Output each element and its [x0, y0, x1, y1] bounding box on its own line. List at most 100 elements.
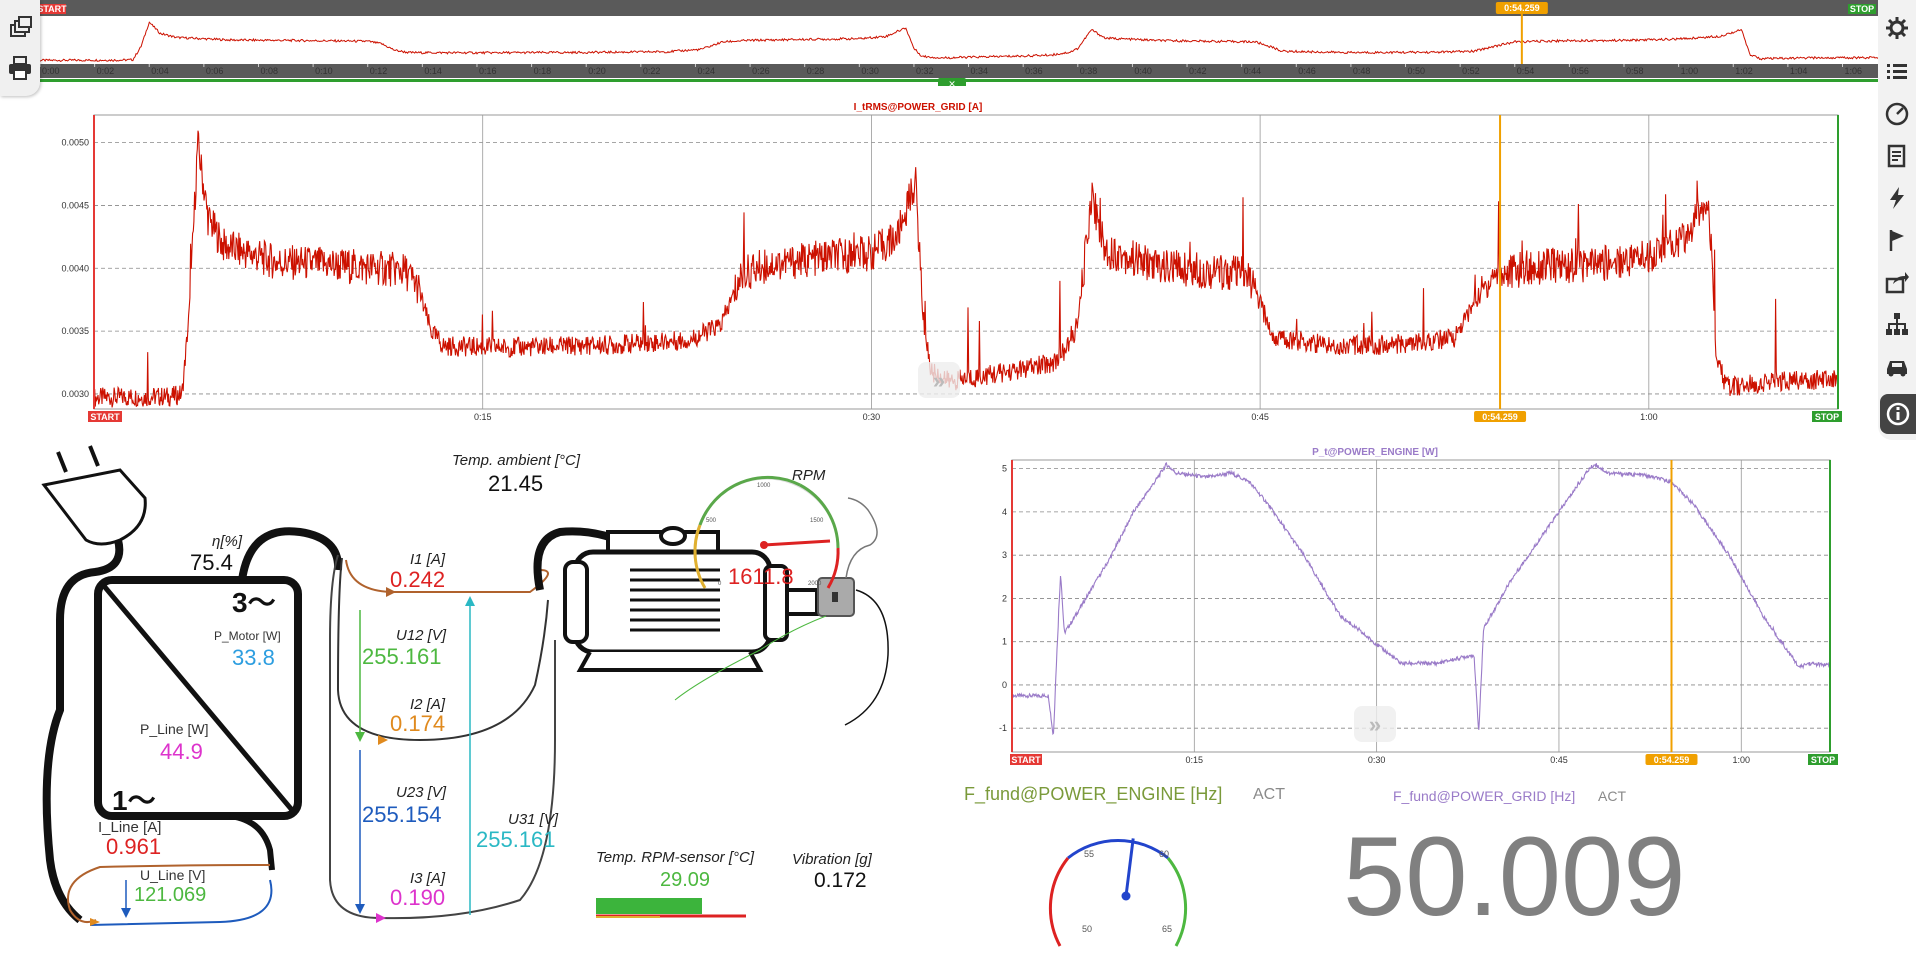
left-tool-tab — [0, 0, 40, 96]
overview-stop-marker[interactable] — [1848, 4, 1876, 14]
overview-tick-label: 0:32 — [916, 66, 934, 76]
rpm-dial-tick: 1500 — [810, 518, 824, 524]
overview-tick-label: 1:00 — [1681, 66, 1699, 76]
arrow-icon — [378, 735, 388, 745]
lightning-icon[interactable] — [1883, 184, 1911, 212]
export-icon[interactable] — [1883, 268, 1911, 296]
double-chevron-right-icon: » — [1369, 712, 1381, 737]
mains-cable — [42, 539, 124, 924]
overview-cursor-label: 0:54.259 — [1504, 3, 1540, 13]
windows-icon[interactable] — [6, 14, 34, 42]
flag-icon[interactable] — [1883, 226, 1911, 254]
grid-chart-cursor-marker[interactable] — [1474, 411, 1527, 422]
overview-ticks: 0:00 0:02 0:04 0:06 0:08 0:10 0:12 0:14 0:16 0:18… — [39, 64, 1862, 76]
arrow-icon — [90, 918, 100, 926]
overview-axis-bar — [40, 64, 1878, 78]
engine-gauge-tick: 65 — [1162, 924, 1172, 934]
gauge-icon[interactable] — [1883, 100, 1911, 128]
u31-value: 255.161 — [476, 827, 556, 852]
y-tick-label: 0.0030 — [61, 389, 89, 399]
report-icon[interactable] — [1883, 142, 1911, 170]
line-neutral-wire — [89, 879, 273, 926]
overview-tick-label: 0:04 — [151, 66, 169, 76]
y-tick-label: 5 — [1002, 464, 1007, 474]
gear-icon[interactable] — [1883, 14, 1911, 42]
grid-frequency-label: F_fund@POWER_GRID [Hz] — [1393, 788, 1576, 804]
grid-chart-start-label: START — [90, 412, 120, 422]
overview-tick-label: 0:30 — [861, 66, 879, 76]
temp-ambient-value: 21.45 — [488, 471, 543, 496]
overview-tick-label: 0:50 — [1408, 66, 1426, 76]
engine-chart-stop-marker[interactable] — [1808, 754, 1838, 765]
p-motor-label: P_Motor [W] — [214, 629, 281, 643]
list-icon[interactable] — [1883, 58, 1911, 86]
car-icon[interactable] — [1883, 352, 1911, 380]
rpm-value: 1611.8 — [728, 564, 794, 589]
overview-tick-label: 0:00 — [42, 66, 60, 76]
y-tick-label: 0.0035 — [61, 326, 89, 336]
engine-frequency-mode: ACT — [1253, 786, 1285, 803]
phase-wire-3-return — [379, 640, 556, 920]
overview-tick-label: 0:14 — [424, 66, 442, 76]
engine-chart-title: P_t@POWER_ENGINE [W] — [1312, 447, 1438, 458]
converter-3-phase-label: 3～ — [232, 587, 276, 618]
p-line-value: 44.9 — [160, 739, 203, 764]
overview-tick-label: 1:06 — [1844, 66, 1862, 76]
arrow-icon — [376, 913, 386, 923]
engine-chart-gridlines — [1012, 460, 1830, 752]
engine-chart-start-marker[interactable] — [1010, 754, 1042, 765]
line-phase-wire — [67, 864, 271, 923]
overview-tick-label: 1:02 — [1735, 66, 1753, 76]
overview-tick-label: 0:18 — [534, 66, 552, 76]
overview-tick-label: 0:22 — [643, 66, 661, 76]
temp-ambient-label: Temp. ambient [°C] — [452, 452, 581, 469]
grid-chart-start-marker[interactable] — [88, 411, 122, 422]
engine-chart-cursor-marker[interactable] — [1645, 754, 1698, 765]
rpm-gauge: 0 500 1000 1500 2000 — [693, 475, 840, 589]
hierarchy-icon[interactable] — [1883, 310, 1911, 338]
overview-cursor-marker[interactable] — [1495, 2, 1548, 14]
temp-sensor-label: Temp. RPM-sensor [°C] — [596, 849, 755, 866]
engine-chart-cursor-label: 0:54.259 — [1654, 755, 1690, 765]
eta-value: 75.4 — [190, 550, 233, 575]
grid-chart-x-ticks: 0:15 0:30 0:45 1:00 — [474, 412, 1658, 422]
grid-frequency-mode: ACT — [1598, 788, 1626, 804]
grid-current-chart[interactable]: I_tRMS@POWER_GRID [A] 0.0030 0.0035 0.0040… — [0, 96, 1870, 426]
double-chevron-right-icon: » — [933, 368, 945, 393]
rpm-dial-tick: 2000 — [808, 581, 822, 587]
info-icon[interactable] — [1880, 394, 1916, 434]
overview-timeline[interactable]: 0:00 0:02 0:04 0:06 0:08 0:10 0:12 0:14 0:16 0:18… — [0, 0, 1878, 86]
i2-value: 0.174 — [390, 711, 445, 736]
motor-cable-top — [238, 527, 343, 581]
p-motor-value: 33.8 — [232, 645, 275, 670]
overview-tick-label: 0:24 — [697, 66, 715, 76]
electric-motor-icon — [563, 526, 819, 672]
engine-chart-expand-button[interactable]: » — [1354, 706, 1396, 742]
print-icon[interactable] — [6, 54, 34, 82]
phase-wire-2 — [336, 557, 549, 742]
engine-chart-stop-label: STOP — [1811, 755, 1835, 765]
arrow-icon — [355, 904, 365, 914]
y-tick-label: 0.0040 — [61, 263, 89, 273]
i1-label: I1 [A] — [410, 551, 446, 568]
overview-tick-label: 0:36 — [1025, 66, 1043, 76]
overview-header-bar — [0, 0, 1878, 16]
x-tick-label: 0:45 — [1550, 755, 1568, 765]
u23-value: 255.154 — [362, 802, 442, 827]
phase-wire-3 — [329, 554, 381, 919]
temp-sensor-value: 29.09 — [660, 869, 710, 891]
u12-label: U12 [V] — [396, 627, 447, 644]
overview-tick-label: 0:16 — [479, 66, 497, 76]
y-tick-label: 0.0045 — [61, 200, 89, 210]
rpm-label: RPM — [792, 467, 826, 484]
x-tick-label: 0:15 — [474, 412, 492, 422]
overview-collapse-button[interactable] — [938, 78, 966, 86]
overview-start-marker[interactable] — [38, 4, 66, 14]
overview-tick-label: 0:40 — [1134, 66, 1152, 76]
x-tick-label: 0:45 — [1251, 412, 1269, 422]
grid-chart-stop-marker[interactable] — [1812, 411, 1842, 422]
grid-chart-expand-button[interactable]: » — [918, 362, 960, 398]
arrow-icon — [355, 732, 365, 742]
rpm-dial-tick: 0 — [718, 581, 722, 587]
